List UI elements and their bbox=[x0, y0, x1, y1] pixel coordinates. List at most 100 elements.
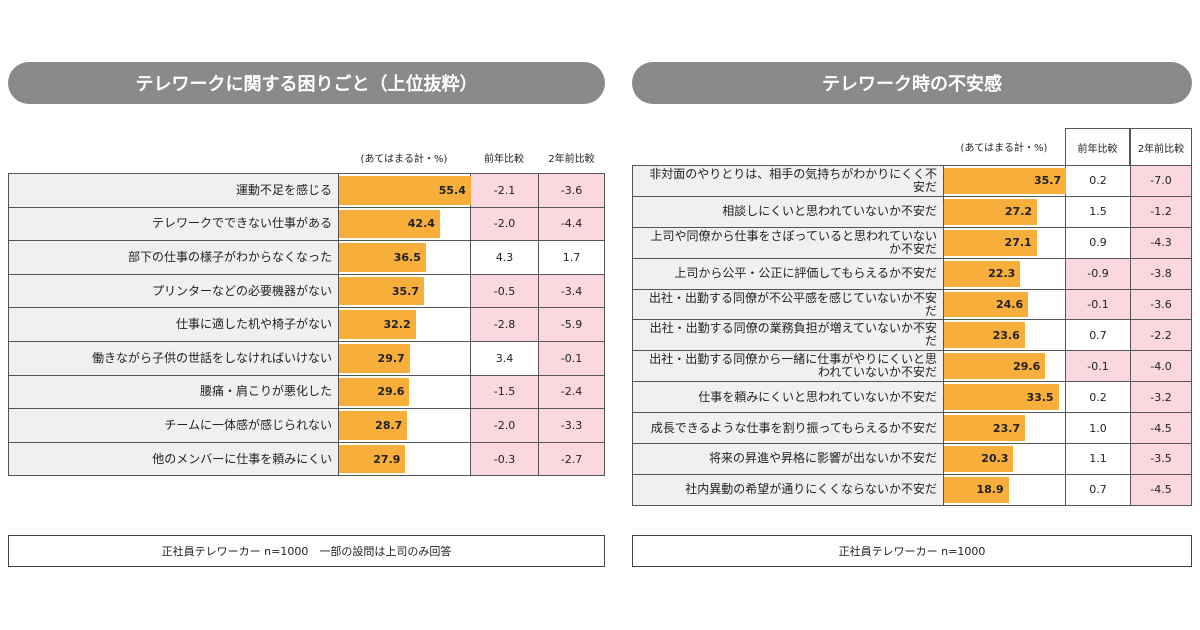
bar-cell: 35.7 bbox=[943, 166, 1067, 196]
bar-value: 32.2 bbox=[383, 318, 411, 332]
bar-value: 28.7 bbox=[375, 418, 403, 432]
column-header: 2年前比較 bbox=[1130, 128, 1192, 165]
bar-cell: 28.7 bbox=[338, 409, 470, 442]
prev-diff: 3.4 bbox=[470, 341, 538, 375]
bar-value: 36.5 bbox=[393, 250, 421, 264]
bar-value: 35.7 bbox=[391, 284, 419, 298]
row-label: 成長できるような仕事を割り振ってもらえるか不安だ bbox=[632, 413, 943, 444]
table-row: 上司から公平・公正に評価してもらえるか不安だ 22.3 -0.9 -3.8 bbox=[632, 258, 1192, 290]
table: 運動不足を感じる 55.4 -2.1 -3.6 テレワークでできない仕事がある 42.4 -… bbox=[8, 173, 605, 477]
bar-value: 23.6 bbox=[992, 328, 1020, 342]
prev2-diff: -3.4 bbox=[538, 274, 605, 308]
table-row: 出社・出勤する同僚の業務負担が増えていないか不安だ 23.6 0.7 -2.2 bbox=[632, 320, 1192, 352]
row-label: 部下の仕事の様子がわからなくなった bbox=[8, 241, 338, 274]
bar bbox=[944, 322, 1025, 349]
prev-diff: 0.2 bbox=[1065, 166, 1130, 196]
table-row: 部下の仕事の様子がわからなくなった 36.5 4.3 1.7 bbox=[8, 241, 605, 275]
bar bbox=[339, 343, 410, 373]
bar-cell: 23.6 bbox=[943, 320, 1065, 351]
bar bbox=[339, 176, 471, 205]
row-label: プリンターなどの必要機器がない bbox=[8, 274, 338, 308]
prev-diff: 1.1 bbox=[1065, 444, 1130, 474]
bar-value: 29.6 bbox=[377, 385, 405, 399]
unit-label: (あてはまる計・%) bbox=[360, 153, 448, 165]
bar-value: 18.9 bbox=[976, 483, 1004, 497]
prev-diff: 1.0 bbox=[1065, 413, 1130, 444]
bar-cell: 27.1 bbox=[943, 227, 1065, 258]
bar bbox=[944, 446, 1014, 472]
footer-note: 正社員テレワーカー n=1000 bbox=[632, 535, 1192, 567]
bar-value: 35.7 bbox=[1033, 174, 1062, 188]
bar bbox=[944, 168, 1067, 194]
prev-diff: -2.1 bbox=[470, 174, 538, 207]
prev2-diff: -1.2 bbox=[1130, 196, 1192, 227]
column-header: 2年前比較 bbox=[548, 153, 595, 165]
row-label: 上司から公平・公正に評価してもらえるか不安だ bbox=[632, 258, 943, 289]
prev-diff: 0.2 bbox=[1065, 382, 1130, 413]
bar-value: 24.6 bbox=[996, 298, 1024, 311]
unit-label: (あてはまる計・%) bbox=[960, 143, 1048, 154]
table-row: 相談しにくいと思われていないか不安だ 27.2 1.5 -1.2 bbox=[632, 196, 1192, 228]
row-label: 出社・出勤する同僚が不公平感を感じていないか不安だ bbox=[632, 289, 943, 320]
prev-diff: -2.0 bbox=[470, 207, 538, 241]
bar bbox=[339, 411, 408, 440]
bar-cell: 55.4 bbox=[338, 174, 471, 207]
prev2-diff: -3.6 bbox=[1130, 289, 1192, 320]
row-label: 働きながら子供の世話をしなければいけない bbox=[8, 341, 338, 375]
prev2-diff: -4.3 bbox=[1130, 227, 1192, 258]
prev2-diff: -2.7 bbox=[538, 442, 605, 476]
bar-cell: 42.4 bbox=[338, 207, 470, 241]
row-label: テレワークでできない仕事がある bbox=[8, 207, 338, 241]
prev-diff: 0.9 bbox=[1065, 227, 1130, 258]
bar-cell: 27.2 bbox=[943, 196, 1065, 227]
bar-value: 33.5 bbox=[1026, 390, 1054, 404]
prev2-diff: -3.3 bbox=[538, 409, 605, 442]
table-row: 非対面のやりとりは、相手の気持ちがわかりにくく不安だ 35.7 0.2 -7.0 bbox=[632, 166, 1192, 197]
table-row: 出社・出勤する同僚から一緒に仕事がやりにくいと思われていないか不安だ 29.6 -0… bbox=[632, 351, 1192, 383]
prev-diff: -0.5 bbox=[470, 274, 538, 308]
bar-cell: 24.6 bbox=[943, 289, 1065, 320]
prev-diff: -1.5 bbox=[470, 375, 538, 409]
bar bbox=[339, 209, 440, 239]
row-label: 社内異動の希望が通りにくくならないか不安だ bbox=[632, 474, 943, 505]
panel: テレワークに関する困りごと（上位抜粋） (あてはまる計・%) 前年比較 2年前比較運動… bbox=[8, 0, 605, 630]
prev-diff: -0.9 bbox=[1065, 258, 1130, 289]
panel-title: テレワーク時の不安感 bbox=[632, 62, 1192, 104]
table-row: 将来の昇進や昇格に影響が出ないか不安だ 20.3 1.1 -3.5 bbox=[632, 444, 1192, 475]
table-row: 働きながら子供の世話をしなければいけない 29.7 3.4 -0.1 bbox=[8, 341, 605, 376]
prev2-diff: -4.5 bbox=[1130, 474, 1192, 505]
prev-diff: 4.3 bbox=[470, 241, 538, 274]
column-header: 前年比較 bbox=[484, 153, 524, 165]
bar bbox=[944, 229, 1037, 256]
prev-diff: -0.1 bbox=[1065, 289, 1130, 320]
panel-title: テレワークに関する困りごと（上位抜粋） bbox=[8, 62, 605, 104]
table-row: 成長できるような仕事を割り振ってもらえるか不安だ 23.7 1.0 -4.5 bbox=[632, 413, 1192, 445]
row-label: チームに一体感が感じられない bbox=[8, 409, 338, 442]
prev2-diff: -3.6 bbox=[538, 174, 605, 207]
row-label: 運動不足を感じる bbox=[8, 174, 338, 207]
prev2-diff: -0.1 bbox=[538, 341, 605, 375]
bar-cell: 36.5 bbox=[338, 241, 470, 274]
bar-cell: 33.5 bbox=[943, 382, 1065, 413]
row-label: 他のメンバーに仕事を頼みにくい bbox=[8, 442, 338, 476]
bar-value: 22.3 bbox=[988, 267, 1016, 281]
bar-cell: 29.7 bbox=[338, 341, 470, 375]
bar-value: 20.3 bbox=[981, 452, 1009, 466]
bar bbox=[944, 353, 1046, 380]
table-row: プリンターなどの必要機器がない 35.7 -0.5 -3.4 bbox=[8, 274, 605, 309]
table-row: 腰痛・肩こりが悪化した 29.6 -1.5 -2.4 bbox=[8, 375, 605, 410]
table-row: 仕事を頼みにくいと思われていないか不安だ 33.5 0.2 -3.2 bbox=[632, 382, 1192, 414]
bar-cell: 27.9 bbox=[338, 442, 470, 476]
bar bbox=[944, 291, 1029, 318]
row-label: 非対面のやりとりは、相手の気持ちがわかりにくく不安だ bbox=[632, 166, 943, 196]
bar bbox=[339, 243, 426, 272]
bar-value: 27.1 bbox=[1004, 236, 1032, 250]
prev-diff: 0.7 bbox=[1065, 474, 1130, 505]
footer-note: 正社員テレワーカー n=1000 一部の設問は上司のみ回答 bbox=[8, 535, 605, 567]
bar bbox=[944, 476, 1009, 503]
row-label: 上司や同僚から仕事をさぼっていると思われていないか不安だ bbox=[632, 227, 943, 258]
prev2-diff: -2.4 bbox=[538, 375, 605, 409]
table-row: テレワークでできない仕事がある 42.4 -2.0 -4.4 bbox=[8, 207, 605, 242]
table-row: 他のメンバーに仕事を頼みにくい 27.9 -0.3 -2.7 bbox=[8, 442, 605, 477]
prev2-diff: -7.0 bbox=[1130, 166, 1192, 196]
